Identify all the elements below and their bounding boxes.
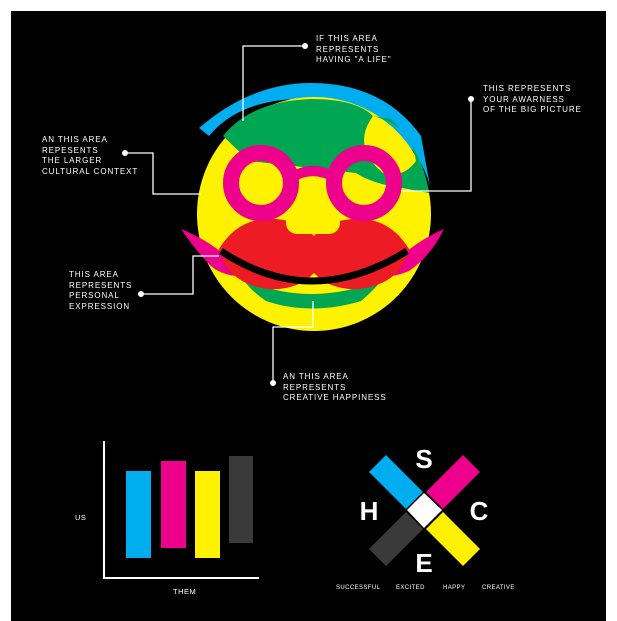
callout-dots <box>122 43 474 386</box>
shce-letter-s: S <box>415 444 432 474</box>
callout-dot-cultural-context <box>122 150 128 156</box>
nose-top <box>300 190 326 216</box>
callout-line-creative-happiness <box>272 301 314 383</box>
chart-y-label: US <box>75 513 87 522</box>
green-hair <box>223 99 429 193</box>
shce-letter-c: C <box>470 496 489 526</box>
x-cyan-arm <box>369 455 423 509</box>
x-center <box>407 493 442 528</box>
callout-line-having-a-life <box>242 45 303 121</box>
nose-base <box>297 211 329 234</box>
shce-label-creative: CREATIVE <box>482 585 515 591</box>
callout-dot-personal-expression <box>138 291 144 297</box>
bar-chart <box>103 441 259 579</box>
mustache-left-wing <box>181 229 256 277</box>
shce-label-excited: EXCITED <box>396 585 425 591</box>
callout-line-personal-expression <box>141 255 219 295</box>
callout-big-picture: THIS REPRESENTS YOUR AWARNESS OF THE BIG… <box>483 84 582 114</box>
glasses-bridge <box>286 166 340 184</box>
shce-label-happy: HAPPY <box>443 585 466 591</box>
shce-x-mark: S H C E <box>360 444 489 578</box>
callout-dot-big-picture <box>468 96 474 102</box>
left-glasses-lens <box>223 145 299 221</box>
infographic-graphics: S H C E <box>103 43 489 579</box>
x-magenta-arm <box>426 455 480 509</box>
callout-dot-creative-happiness <box>270 380 276 386</box>
callout-line-big-picture <box>401 99 472 192</box>
cyan-hair-arc <box>199 83 430 186</box>
callout-line-cultural-context <box>125 152 201 195</box>
callout-personal-expression: THIS AREA REPRESENTS PERSONAL EXPRESSION <box>69 270 133 311</box>
chart-x-label: THEM <box>173 587 197 596</box>
callout-creative-happiness: AN THIS AREA REPRESENTS CREATIVE HAPPINE… <box>283 372 387 402</box>
infographic-canvas: S H C E IF THIS AREA REPRESENTS HAVING "… <box>11 11 606 621</box>
callout-cultural-context: AN THIS AREA REPESENTS THE LARGER CULTUR… <box>42 135 139 176</box>
callout-dot-having-a-life <box>302 43 308 49</box>
x-yellow-arm <box>426 512 480 566</box>
bar-gray <box>229 456 253 543</box>
smile-line <box>219 248 409 285</box>
shce-letter-e: E <box>415 548 432 578</box>
callout-having-a-life: IF THIS AREA REPRESENTS HAVING "A LIFE" <box>316 34 392 64</box>
x-gray-arm <box>369 512 423 566</box>
bar-yellow <box>195 471 220 558</box>
bar-magenta <box>161 461 186 548</box>
callout-lines <box>125 45 472 383</box>
shce-label-successful: SUCCESSFUL <box>336 585 381 591</box>
face-illustration <box>181 83 444 331</box>
shce-letter-h: H <box>360 496 379 526</box>
bar-cyan <box>126 471 151 558</box>
green-chin-band <box>243 279 383 309</box>
